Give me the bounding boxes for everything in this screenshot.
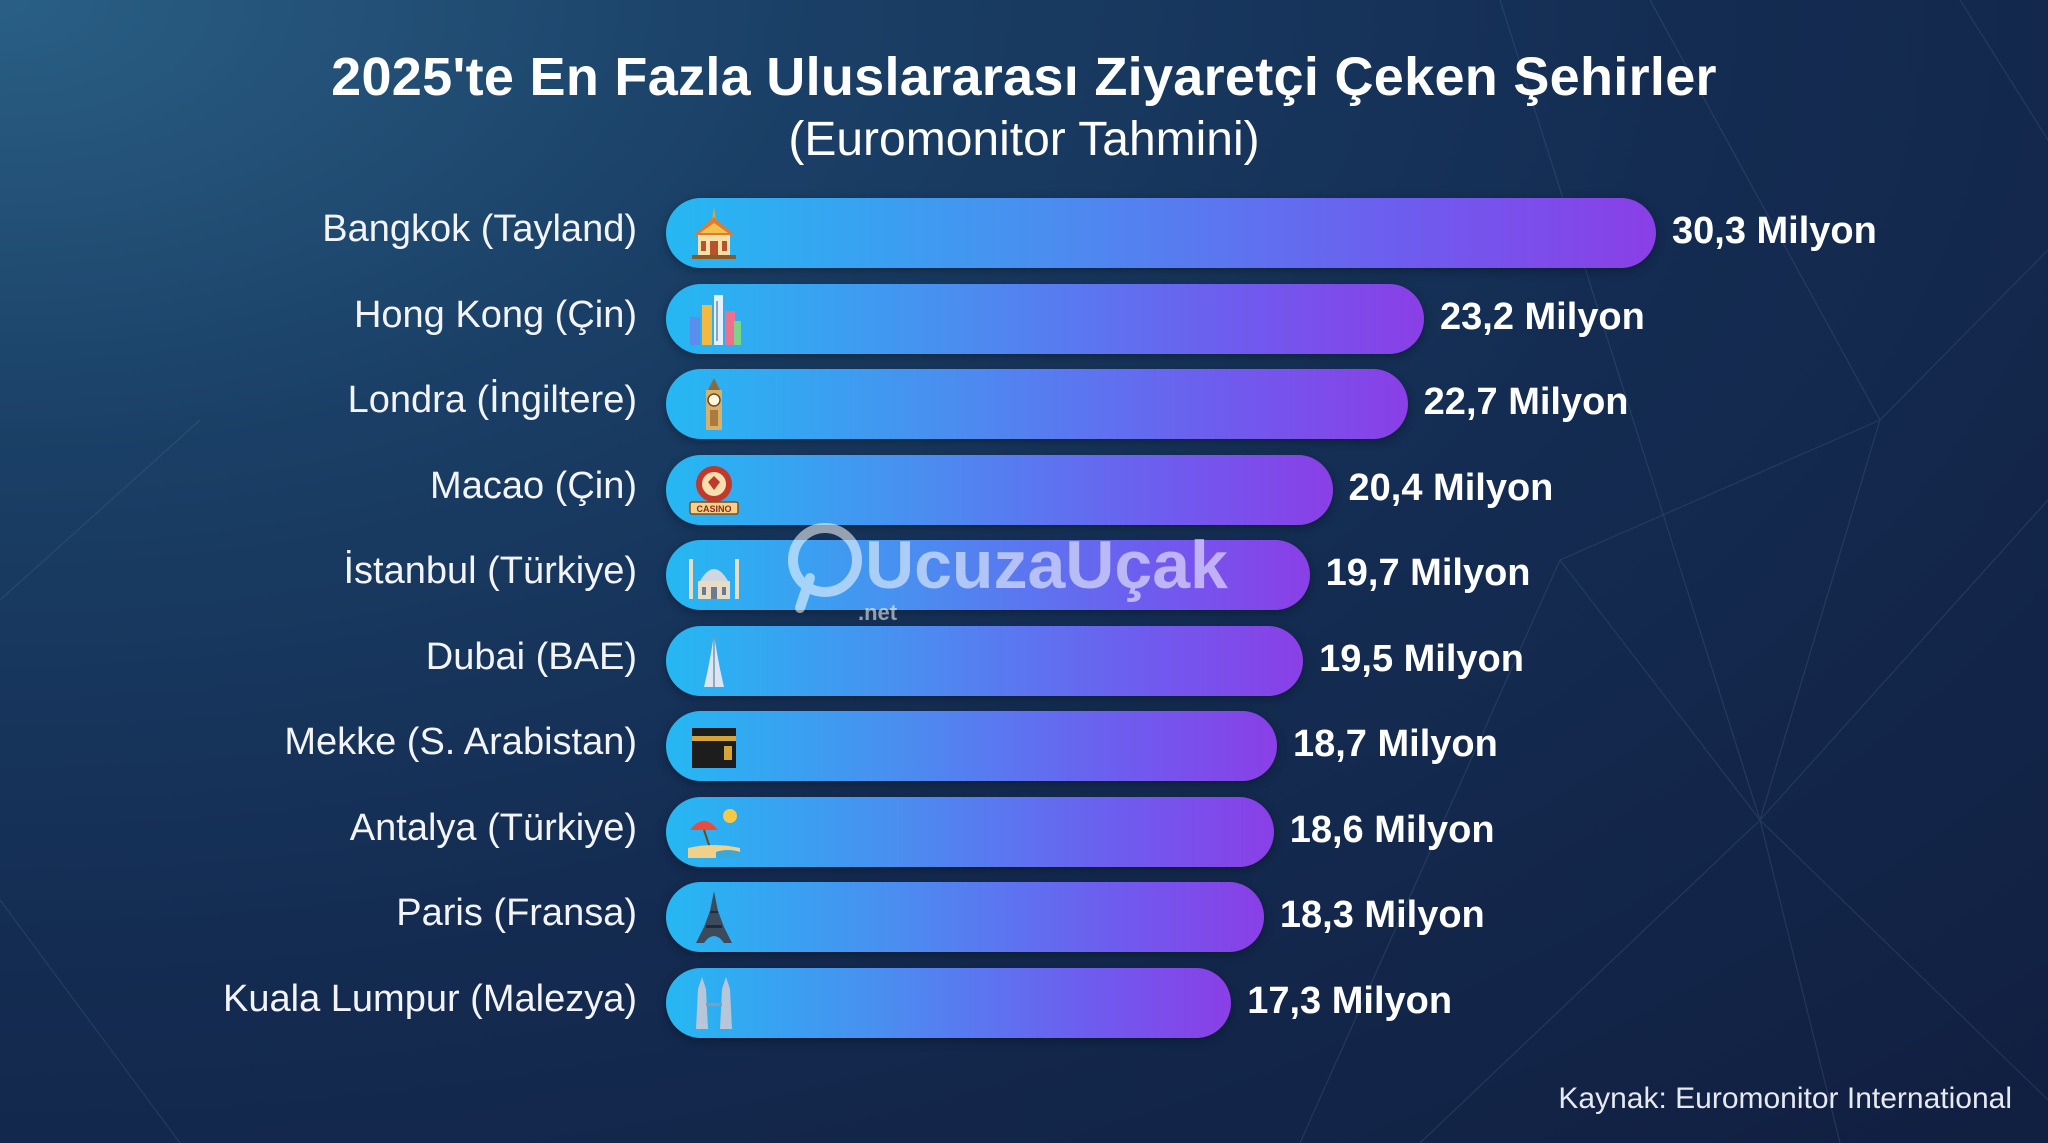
watermark-logo: UcuzaUçak .net bbox=[788, 523, 1228, 625]
burj-khalifa-icon bbox=[686, 633, 742, 689]
value-label: 19,7 Milyon bbox=[1325, 552, 1531, 594]
bar bbox=[666, 283, 1425, 354]
value-label: 19,5 Milyon bbox=[1319, 637, 1524, 680]
value-label: 18,6 Milyon bbox=[1289, 808, 1495, 851]
bar bbox=[666, 882, 1264, 952]
casino-icon: CASINO bbox=[686, 462, 742, 518]
thai-temple-icon bbox=[686, 205, 742, 261]
category-label: Mekke (S. Arabistan) bbox=[284, 721, 637, 763]
category-label: Hong Kong (Çin) bbox=[353, 293, 637, 336]
bar: CASINO bbox=[666, 454, 1333, 525]
value-label: 30,3 Milyon bbox=[1672, 210, 1877, 252]
big-ben-icon bbox=[686, 376, 742, 432]
value-label: 22,7 Milyon bbox=[1423, 381, 1629, 423]
value-label: 20,4 Milyon bbox=[1348, 466, 1554, 509]
mosque-icon bbox=[686, 547, 742, 603]
value-label: 17,3 Milyon bbox=[1247, 979, 1453, 1022]
category-label: İstanbul (Türkiye) bbox=[343, 550, 637, 592]
petronas-towers-icon bbox=[686, 975, 742, 1031]
beach-umbrella-icon bbox=[686, 804, 742, 860]
bar bbox=[666, 625, 1304, 696]
watermark-brand: UcuzaUçak bbox=[865, 527, 1228, 603]
category-label: Bangkok (Tayland) bbox=[322, 208, 637, 250]
bar bbox=[666, 198, 1656, 268]
category-label: Macao (Çin) bbox=[430, 464, 637, 507]
bar bbox=[666, 967, 1232, 1038]
chart-subtitle: (Euromonitor Tahmini) bbox=[788, 113, 1260, 166]
skyline-icon bbox=[686, 291, 742, 347]
category-label: Kuala Lumpur (Malezya) bbox=[223, 977, 637, 1020]
category-label: Dubai (BAE) bbox=[425, 635, 637, 678]
eiffel-tower-icon bbox=[686, 889, 742, 945]
chart-title: 2025'te En Fazla Uluslararası Ziyaretçi … bbox=[331, 47, 1717, 107]
kaaba-icon bbox=[686, 718, 742, 774]
watermark-suffix: .net bbox=[858, 600, 898, 625]
bar bbox=[666, 540, 1310, 610]
source-note: Kaynak: Euromonitor International bbox=[1558, 1082, 2012, 1115]
value-label: 23,2 Milyon bbox=[1440, 295, 1645, 338]
category-label: Antalya (Türkiye) bbox=[349, 806, 637, 849]
bar bbox=[666, 711, 1277, 781]
value-label: 18,7 Milyon bbox=[1292, 723, 1498, 765]
value-label: 18,3 Milyon bbox=[1279, 894, 1485, 936]
bar bbox=[666, 796, 1274, 867]
svg-text:CASINO: CASINO bbox=[696, 504, 731, 514]
category-label: Paris (Fransa) bbox=[396, 892, 637, 934]
category-label: Londra (İngiltere) bbox=[347, 379, 637, 421]
bar bbox=[666, 369, 1408, 439]
